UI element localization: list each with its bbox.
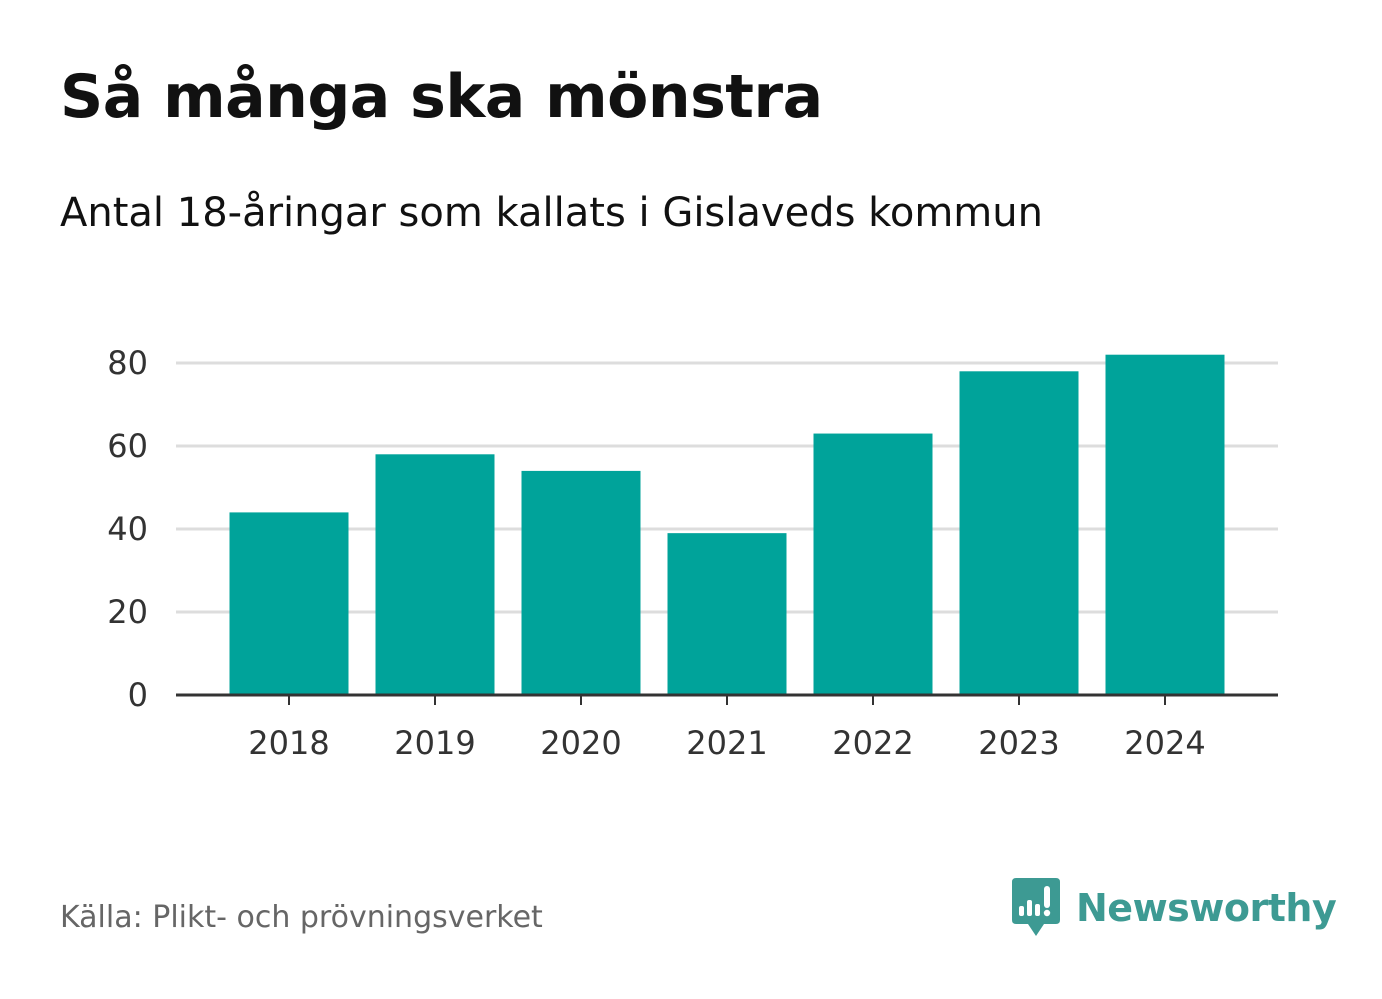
x-tick-label: 2023 [978,724,1059,762]
bar-2024 [1105,354,1225,695]
chart-title: Så många ska mönstra [60,62,823,132]
newsworthy-logo: Newsworthy [1010,878,1337,938]
x-tick-label: 2020 [540,724,621,762]
x-axis-ticks: 2018 2019 2020 2021 2022 2023 2024 [248,724,1205,762]
bar-2019 [375,454,495,695]
source-note: Källa: Plikt- och prövningsverket [60,900,543,935]
chart-subtitle: Antal 18-åringar som kallats i Gislaveds… [60,190,1043,236]
x-tick-label: 2024 [1124,724,1205,762]
bar-2023 [959,371,1079,695]
logo-text: Newsworthy [1076,886,1337,930]
y-tick-label: 0 [128,676,148,714]
y-tick-label: 20 [107,593,148,631]
bar-2018 [229,512,349,695]
y-axis-ticks: 0 20 40 60 80 [107,344,148,714]
bars [229,354,1225,695]
newsworthy-chart-bubble-icon [1012,878,1060,936]
x-tick-label: 2019 [394,724,475,762]
y-tick-label: 80 [107,344,148,382]
bar-2021 [667,533,787,695]
x-tick-label: 2022 [832,724,913,762]
y-tick-label: 40 [107,510,148,548]
bar-2020 [521,470,641,695]
x-tick-label: 2018 [248,724,329,762]
x-tick-label: 2021 [686,724,767,762]
bar-2022 [813,433,933,695]
y-tick-label: 60 [107,427,148,465]
x-axis [176,693,1278,705]
